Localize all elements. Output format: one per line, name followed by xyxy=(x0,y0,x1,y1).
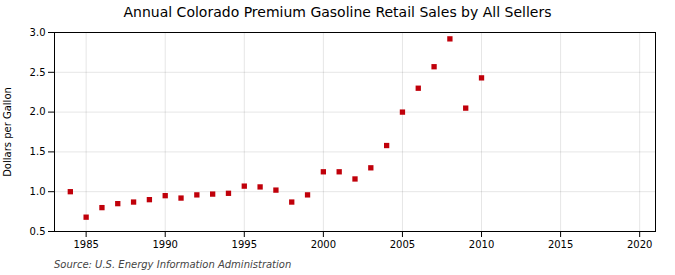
svg-text:1.0: 1.0 xyxy=(30,186,46,197)
svg-text:2.5: 2.5 xyxy=(30,67,46,78)
svg-text:1995: 1995 xyxy=(232,239,257,250)
svg-text:Dollars per Gallon: Dollars per Gallon xyxy=(2,87,13,177)
svg-text:2000: 2000 xyxy=(311,239,336,250)
svg-text:0.5: 0.5 xyxy=(30,226,46,237)
html-text:Source: U.S. Energy Informatio: Source: U.S. Energy Information Administ… xyxy=(54,259,292,270)
svg-text:3.0: 3.0 xyxy=(30,27,46,38)
svg-text:2020: 2020 xyxy=(627,239,652,250)
svg-text:1985: 1985 xyxy=(73,239,98,250)
svg-text:2015: 2015 xyxy=(548,239,573,250)
svg-text:1.5: 1.5 xyxy=(30,146,46,157)
svg-text:2010: 2010 xyxy=(469,239,494,250)
svg-text:2005: 2005 xyxy=(390,239,415,250)
svg-text:2.0: 2.0 xyxy=(30,106,46,117)
html-text:Annual Colorado Premium Gasoli: Annual Colorado Premium Gasoline Retail … xyxy=(123,4,552,20)
svg-text:1990: 1990 xyxy=(152,239,177,250)
